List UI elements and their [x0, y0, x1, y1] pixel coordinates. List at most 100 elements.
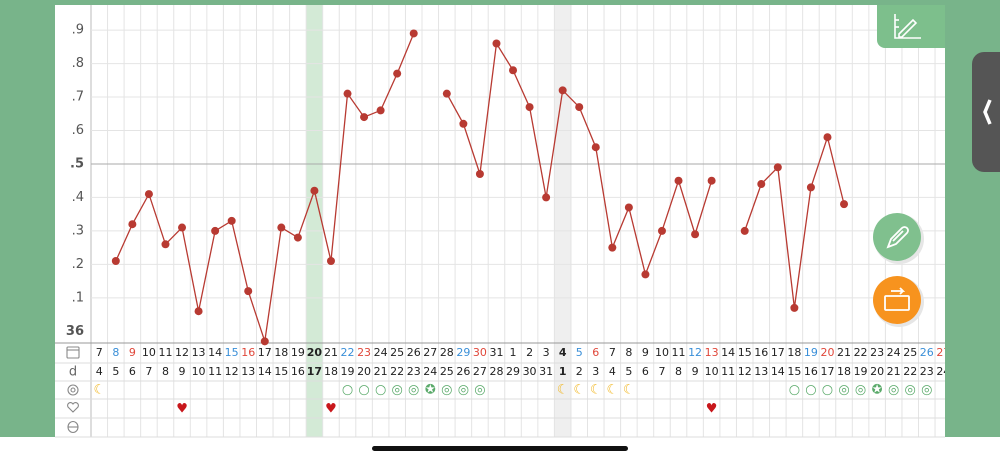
cycle-day-label: 15: [787, 365, 801, 378]
symbol: ✪: [425, 383, 436, 398]
chart-settings-tab[interactable]: [877, 5, 945, 48]
symbol: ◎: [905, 383, 916, 398]
cycle-day-label: 4: [96, 365, 103, 378]
date-label: 26: [407, 346, 421, 359]
date-label: 22: [854, 346, 868, 359]
temperature-point: [740, 226, 749, 235]
temperature-point: [393, 69, 402, 78]
temperature-point: [575, 103, 584, 112]
temperature-point: [277, 223, 286, 232]
y-tick-label: .1: [72, 290, 84, 305]
cycle-day-label: 6: [129, 365, 136, 378]
date-label: 28: [440, 346, 454, 359]
symbol: ☾: [93, 383, 105, 398]
home-indicator: [372, 446, 628, 451]
date-label: 15: [738, 346, 752, 359]
cycle-day-label: 7: [658, 365, 665, 378]
cycle-day-label: 25: [440, 365, 454, 378]
drawer-arrow: [983, 99, 992, 125]
cycle-day-label: 12: [738, 365, 752, 378]
temperature-point: [790, 303, 799, 312]
date-label: 14: [721, 346, 735, 359]
row-icons: [66, 346, 80, 434]
temperature-point: [840, 200, 849, 209]
date-label: 26: [920, 346, 934, 359]
date-label: 3: [543, 346, 550, 359]
date-label: 13: [192, 346, 206, 359]
cycle-day-label: 9: [179, 365, 186, 378]
date-label: 8: [112, 346, 119, 359]
symbol: ○: [822, 383, 833, 398]
date-label: 11: [158, 346, 172, 359]
temperature-point: [128, 220, 137, 229]
today-column: [306, 5, 323, 437]
temperature-point: [178, 223, 187, 232]
cycle-day-label: 20: [870, 365, 884, 378]
temperature-point: [376, 106, 385, 115]
cycle-day-label: 19: [854, 365, 868, 378]
y-tick-label: 36: [66, 324, 84, 339]
date-label: 22: [341, 346, 355, 359]
date-label: 17: [258, 346, 272, 359]
date-label: 14: [208, 346, 222, 359]
symbol: ◎: [888, 383, 899, 398]
temperature-point: [823, 133, 832, 142]
symbol: ○: [805, 383, 816, 398]
cycle-day-label: 22: [903, 365, 917, 378]
y-tick-label: .8: [72, 56, 84, 71]
cycle-day-label: 16: [804, 365, 818, 378]
temperature-point: [475, 170, 484, 178]
temperature-point: [707, 176, 716, 185]
y-tick-label: .5: [70, 156, 84, 171]
cycle-day-label: 31: [539, 365, 553, 378]
cycle-day-label: 1: [559, 365, 567, 378]
date-label: 18: [787, 346, 801, 359]
cycle-day-label: 29: [506, 365, 520, 378]
switch-button[interactable]: [873, 276, 921, 324]
heart: ♥: [706, 402, 718, 417]
temperature-point: [442, 89, 451, 98]
temperature-point: [227, 216, 236, 225]
date-label: 18: [274, 346, 288, 359]
date-label: 25: [390, 346, 404, 359]
date-label: 24: [374, 346, 388, 359]
y-tick-label: .7: [72, 90, 84, 105]
temperature-point: [691, 230, 700, 239]
cycle-day-label: 14: [771, 365, 785, 378]
row-label: d: [69, 365, 77, 380]
symbol: ☾: [606, 383, 618, 398]
symbol: ◎: [838, 383, 849, 398]
cycle-day-label: 11: [721, 365, 735, 378]
cycle-day-label: 4: [609, 365, 616, 378]
symbol: ○: [375, 383, 386, 398]
symbol: ○: [342, 383, 353, 398]
cycle-day-label: 14: [258, 365, 272, 378]
date-label: 9: [129, 346, 136, 359]
chart-panel: [55, 5, 945, 437]
cycle-day-label: 11: [208, 365, 222, 378]
cycle-day-label: 5: [625, 365, 632, 378]
temperature-point: [608, 243, 617, 252]
date-label: 20: [820, 346, 834, 359]
symbol: ◎: [392, 383, 403, 398]
temperature-point: [657, 226, 666, 235]
heart: ♥: [325, 402, 337, 417]
y-tick-label: .4: [72, 190, 84, 205]
temperature-point: [409, 29, 418, 38]
cycle-day-label: 3: [592, 365, 599, 378]
temperature-point: [211, 226, 220, 235]
temperature-point: [326, 257, 335, 266]
temperature-point: [558, 86, 567, 95]
temperature-point: [674, 176, 683, 185]
y-tick-label: .6: [72, 123, 84, 138]
temperature-point: [194, 307, 203, 316]
temperature-point: [144, 190, 153, 199]
date-label: 27: [423, 346, 437, 359]
chart-icon: [894, 14, 921, 39]
cycle-day-label: 15: [274, 365, 288, 378]
cycle-day-label: 20: [357, 365, 371, 378]
cycle-day-label: 8: [675, 365, 682, 378]
cycle-day-label: 28: [489, 365, 503, 378]
date-label: 8: [625, 346, 632, 359]
cycle-day-label: 9: [692, 365, 699, 378]
